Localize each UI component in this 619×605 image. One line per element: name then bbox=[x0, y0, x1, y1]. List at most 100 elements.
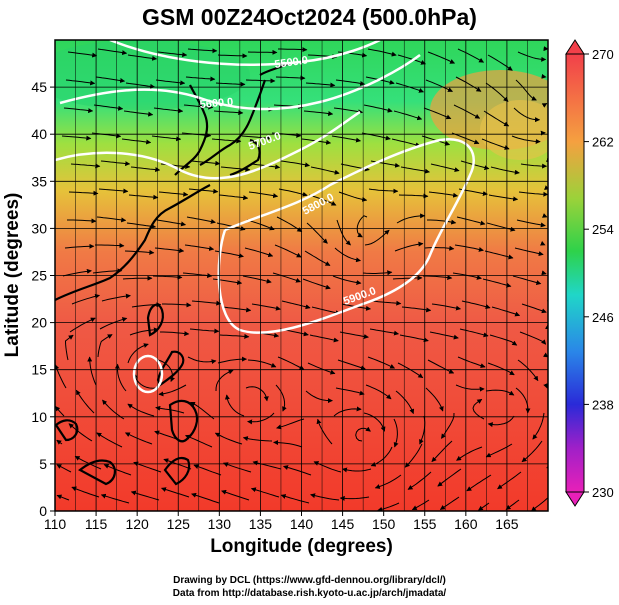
streamline bbox=[364, 229, 390, 246]
streamline bbox=[514, 247, 544, 257]
streamline bbox=[93, 104, 124, 111]
streamline bbox=[217, 53, 248, 59]
streamline bbox=[309, 334, 339, 343]
streamline bbox=[477, 502, 490, 511]
streamline bbox=[517, 51, 547, 62]
streamline bbox=[129, 327, 159, 336]
streamline bbox=[96, 432, 123, 448]
x-tick-label: 155 bbox=[413, 516, 437, 532]
streamline bbox=[398, 193, 429, 199]
streamline bbox=[55, 364, 67, 389]
streamline bbox=[96, 216, 127, 223]
streamline bbox=[515, 79, 537, 101]
streamline bbox=[278, 188, 308, 197]
streamline bbox=[220, 166, 251, 172]
streamline bbox=[251, 303, 281, 311]
streamline bbox=[485, 389, 515, 396]
streamline bbox=[489, 334, 518, 346]
streamline bbox=[333, 107, 364, 115]
streamline bbox=[392, 275, 423, 281]
streamline bbox=[425, 79, 453, 92]
streamline bbox=[154, 247, 185, 254]
streamline bbox=[310, 166, 340, 175]
streamline bbox=[541, 270, 547, 276]
streamline bbox=[334, 247, 362, 263]
streamline bbox=[457, 356, 486, 369]
streamline bbox=[488, 194, 519, 202]
x-axis-label: Longitude (degrees) bbox=[210, 536, 393, 557]
streamline bbox=[391, 138, 421, 148]
x-tick-label: 150 bbox=[372, 516, 396, 532]
streamline bbox=[281, 300, 311, 310]
streamline bbox=[363, 104, 393, 113]
streamline bbox=[423, 107, 452, 120]
streamline bbox=[189, 328, 220, 334]
x-tick-label: 165 bbox=[495, 516, 519, 532]
streamline bbox=[252, 460, 282, 470]
streamline bbox=[541, 102, 548, 108]
streamline bbox=[272, 272, 301, 283]
x-tick-label: 110 bbox=[44, 516, 67, 532]
streamline bbox=[130, 166, 161, 173]
streamline bbox=[338, 191, 368, 202]
streamline bbox=[187, 356, 217, 365]
streamline bbox=[65, 79, 96, 86]
streamline bbox=[100, 493, 130, 504]
streamline bbox=[103, 463, 132, 476]
streamline bbox=[335, 79, 366, 86]
streamline bbox=[127, 343, 149, 364]
x-tick-label: 130 bbox=[208, 516, 232, 532]
streamline bbox=[250, 487, 280, 498]
streamline bbox=[128, 194, 159, 200]
streamline bbox=[275, 384, 287, 412]
streamline bbox=[367, 356, 396, 369]
streamline bbox=[283, 465, 312, 476]
streamline bbox=[407, 471, 432, 490]
streamline bbox=[151, 135, 182, 142]
streamline bbox=[367, 48, 397, 57]
streamline bbox=[459, 328, 489, 338]
streamline bbox=[100, 160, 131, 167]
streamline bbox=[455, 384, 485, 392]
streamline bbox=[482, 278, 512, 288]
streamline bbox=[248, 191, 279, 199]
streamline bbox=[306, 222, 328, 244]
streamline bbox=[362, 270, 393, 276]
streamline bbox=[341, 467, 372, 473]
streamline bbox=[461, 300, 491, 309]
streamline bbox=[437, 468, 462, 487]
streamline bbox=[71, 486, 100, 498]
chart-title: GSM 00Z24Oct2024 (500.0hPa) bbox=[142, 4, 477, 30]
streamline bbox=[75, 389, 95, 414]
colorbar-tick-label: 262 bbox=[592, 135, 614, 150]
streamline bbox=[162, 302, 192, 308]
streamline bbox=[377, 502, 400, 511]
streamline bbox=[127, 54, 158, 61]
streamline bbox=[485, 82, 509, 102]
x-tick-label: 135 bbox=[249, 516, 273, 532]
streamline bbox=[95, 76, 126, 83]
x-tick-label: 145 bbox=[331, 516, 355, 532]
y-axis: 0 5 10 15 20 25 30 35 40 45 bbox=[31, 79, 55, 519]
streamline bbox=[278, 47, 308, 53]
streamline bbox=[518, 191, 548, 197]
streamline bbox=[424, 245, 455, 251]
streamline bbox=[241, 135, 272, 141]
y-tick-label: 20 bbox=[31, 315, 47, 331]
streamline bbox=[224, 394, 245, 417]
streamline bbox=[305, 82, 336, 88]
streamline bbox=[213, 110, 244, 116]
streamline bbox=[393, 110, 423, 121]
streamline bbox=[427, 51, 456, 64]
colorbar-tick-label: 246 bbox=[592, 310, 614, 325]
streamline bbox=[67, 218, 97, 224]
credit-drawing: Drawing by DCL (https://www.gfd-dennou.o… bbox=[173, 575, 446, 586]
streamline bbox=[456, 216, 486, 226]
streamline bbox=[62, 268, 92, 277]
streamline bbox=[515, 387, 531, 414]
streamline bbox=[56, 464, 72, 473]
streamline bbox=[157, 51, 188, 58]
streamline bbox=[124, 249, 155, 255]
streamline bbox=[273, 440, 303, 448]
